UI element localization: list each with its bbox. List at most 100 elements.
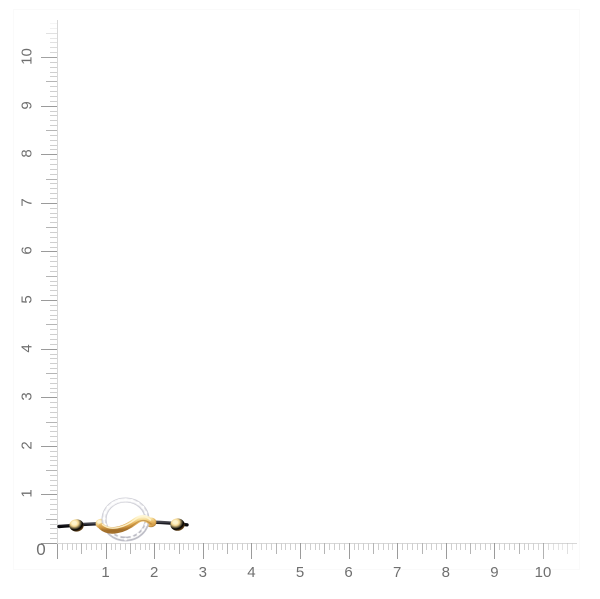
vertical-tick-minor (50, 256, 57, 258)
vertical-tick-minor (50, 382, 57, 384)
horizontal-tick-minor (304, 543, 306, 550)
horizontal-tick-minor (402, 543, 404, 550)
vertical-tick-minor (46, 227, 57, 229)
vertical-tick-minor (50, 23, 57, 24)
horizontal-tick-minor (159, 543, 161, 550)
vertical-tick-minor (50, 309, 57, 311)
vertical-tick-minor (50, 100, 57, 102)
vertical-tick-minor (50, 358, 57, 360)
horizontal-tick-minor (163, 543, 165, 550)
horizontal-tick-minor (266, 543, 267, 550)
horizontal-tick-minor (509, 543, 510, 550)
horizontal-tick-minor (470, 543, 472, 554)
vertical-tick-minor (46, 129, 57, 131)
vertical-tick-minor (50, 319, 57, 321)
horizontal-tick-minor (567, 543, 569, 554)
horizontal-tick-minor (241, 543, 243, 550)
horizontal-ruler-label: 8 (441, 564, 450, 581)
vertical-tick-minor (46, 421, 57, 423)
horizontal-tick-minor (533, 543, 535, 550)
horizontal-tick-minor (285, 543, 287, 550)
horizontal-tick-minor (71, 543, 73, 550)
horizontal-tick-minor (406, 543, 408, 550)
vertical-ruler (0, 20, 58, 544)
horizontal-tick-minor (479, 543, 481, 550)
horizontal-tick-minor (178, 543, 180, 554)
horizontal-tick-major (202, 543, 204, 559)
bead-right-highlight (172, 520, 179, 525)
horizontal-ruler-label: 2 (150, 564, 159, 581)
vertical-tick-minor (50, 338, 57, 340)
horizontal-tick-minor (324, 543, 326, 554)
horizontal-tick-minor (256, 543, 258, 550)
vertical-tick-minor (50, 134, 57, 136)
horizontal-tick-minor (489, 543, 491, 550)
vertical-tick-minor (50, 149, 57, 151)
bead-right-outer (170, 518, 185, 531)
vertical-tick-minor (50, 217, 57, 219)
vertical-tick-minor (50, 538, 57, 540)
vertical-tick-minor (50, 523, 57, 525)
horizontal-tick-minor (377, 543, 379, 550)
vertical-tick-minor (50, 431, 57, 433)
vertical-ruler-label: 10 (18, 48, 36, 65)
horizontal-tick-minor (382, 543, 384, 550)
horizontal-tick-minor (513, 543, 515, 550)
horizontal-tick-major (348, 543, 350, 559)
vertical-tick-minor (50, 61, 57, 63)
vertical-tick-minor (50, 139, 57, 141)
horizontal-tick-minor (270, 543, 272, 550)
horizontal-tick-minor (372, 543, 374, 554)
vertical-tick-major (41, 251, 57, 253)
horizontal-tick-minor (329, 543, 331, 550)
vertical-tick-minor (50, 270, 57, 272)
vertical-ruler-label: 3 (18, 392, 36, 401)
horizontal-tick-minor (411, 543, 413, 550)
vertical-tick-minor (50, 261, 57, 263)
horizontal-tick-minor (319, 543, 321, 550)
horizontal-ruler-label: 3 (198, 564, 207, 581)
horizontal-tick-major (154, 543, 156, 559)
horizontal-tick-minor (504, 543, 506, 550)
horizontal-ruler-label: 7 (393, 564, 402, 581)
vertical-tick-minor (50, 144, 57, 146)
horizontal-tick-minor (436, 543, 438, 550)
horizontal-ruler-label: 6 (344, 564, 353, 581)
horizontal-tick-minor (188, 543, 190, 550)
vertical-tick-minor (50, 86, 57, 88)
vertical-tick-minor (50, 173, 57, 175)
horizontal-tick-minor (562, 543, 564, 550)
vertical-tick-minor (50, 71, 57, 73)
vertical-tick-minor (50, 95, 57, 97)
vertical-tick-minor (50, 329, 57, 331)
vertical-tick-minor (50, 368, 57, 369)
vertical-tick-minor (50, 304, 57, 306)
horizontal-ruler-label: 4 (247, 564, 256, 581)
vertical-tick-minor (50, 377, 57, 379)
horizontal-tick-minor (431, 543, 433, 550)
horizontal-tick-minor (144, 543, 146, 550)
vertical-tick-minor (50, 290, 57, 292)
horizontal-tick-minor (460, 543, 462, 550)
horizontal-tick-minor (387, 543, 389, 550)
horizontal-tick-minor (368, 543, 369, 550)
vertical-tick-minor (46, 178, 57, 180)
vertical-tick-major (41, 445, 57, 447)
horizontal-tick-major (494, 543, 496, 559)
horizontal-tick-minor (475, 543, 476, 550)
vertical-tick-minor (50, 115, 57, 117)
vertical-tick-minor (50, 528, 57, 530)
vertical-tick-minor (50, 285, 57, 287)
horizontal-tick-major (445, 543, 447, 559)
vertical-tick-major (41, 397, 57, 399)
vertical-tick-minor (50, 353, 57, 355)
vertical-tick-minor (50, 406, 57, 408)
horizontal-tick-minor (76, 543, 78, 550)
horizontal-tick-minor (338, 543, 340, 550)
vertical-tick-minor (50, 37, 57, 39)
vertical-ruler-label: 2 (18, 441, 36, 450)
vertical-tick-minor (50, 426, 57, 428)
vertical-tick-minor (50, 465, 57, 467)
horizontal-tick-minor (134, 543, 136, 550)
